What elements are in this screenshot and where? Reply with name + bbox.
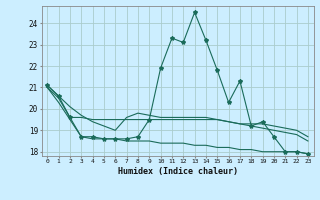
X-axis label: Humidex (Indice chaleur): Humidex (Indice chaleur) [118,167,237,176]
